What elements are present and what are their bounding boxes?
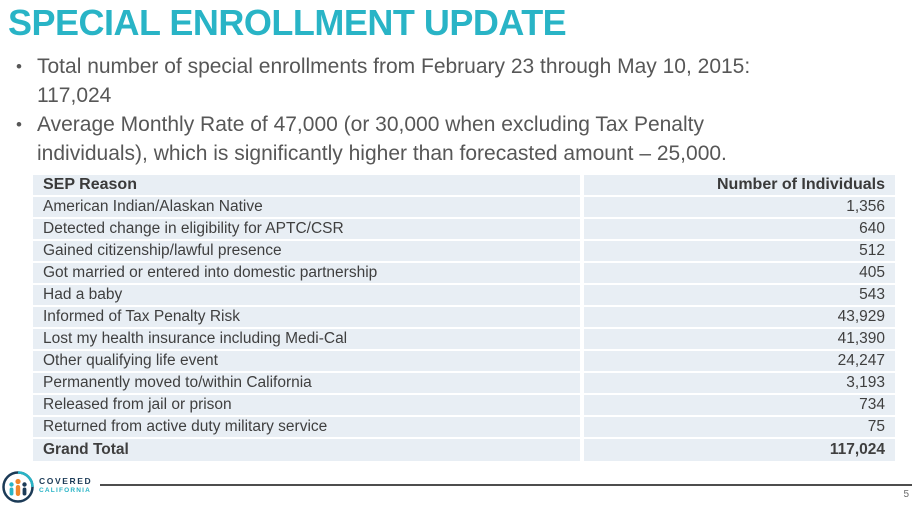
- table-row: Detected change in eligibility for APTC/…: [33, 219, 895, 242]
- individuals-cell: 43,929: [579, 307, 895, 330]
- sep-reason-table: SEP Reason Number of Individuals America…: [33, 175, 895, 462]
- sep-reason-cell: Other qualifying life event: [33, 351, 580, 374]
- header-number-of-individuals: Number of Individuals: [579, 175, 895, 198]
- table-row: Had a baby 543: [33, 285, 895, 308]
- table-row: Gained citizenship/lawful presence 512: [33, 241, 895, 264]
- table-row: Got married or entered into domestic par…: [33, 263, 895, 286]
- sep-reason-cell: Lost my health insurance including Medi-…: [33, 329, 580, 352]
- individuals-cell: 543: [579, 285, 895, 308]
- bullet-item-total-enrollments: Total number of special enrollments from…: [14, 52, 894, 110]
- grand-total-label: Grand Total: [33, 439, 580, 462]
- table-row: American Indian/Alaskan Native 1,356: [33, 197, 895, 220]
- bullet-item-average-monthly-rate: Average Monthly Rate of 47,000 (or 30,00…: [14, 110, 894, 168]
- covered-california-logo-text: COVERED CALIFORNIA: [39, 477, 92, 494]
- footer-divider: [100, 484, 912, 486]
- individuals-cell: 734: [579, 395, 895, 418]
- table-row: Informed of Tax Penalty Risk 43,929: [33, 307, 895, 330]
- sep-reason-cell: Detected change in eligibility for APTC/…: [33, 219, 580, 242]
- covered-california-logo: COVERED CALIFORNIA: [1, 470, 92, 509]
- individuals-cell: 640: [579, 219, 895, 242]
- grand-total-row: Grand Total 117,024: [33, 439, 895, 462]
- table-row: Returned from active duty military servi…: [33, 417, 895, 440]
- covered-california-logo-icon: [1, 470, 35, 509]
- table-row: Lost my health insurance including Medi-…: [33, 329, 895, 352]
- sep-reason-cell: Had a baby: [33, 285, 580, 308]
- individuals-cell: 75: [579, 417, 895, 440]
- page-number: 5: [903, 489, 909, 500]
- sep-reason-cell: American Indian/Alaskan Native: [33, 197, 580, 220]
- sep-reason-cell: Got married or entered into domestic par…: [33, 263, 580, 286]
- header-sep-reason: SEP Reason: [33, 175, 580, 198]
- individuals-cell: 24,247: [579, 351, 895, 374]
- sep-reason-cell: Permanently moved to/within California: [33, 373, 580, 396]
- table-row: Permanently moved to/within California 3…: [33, 373, 895, 396]
- table-row: Released from jail or prison 734: [33, 395, 895, 418]
- logo-california-label: CALIFORNIA: [39, 486, 92, 494]
- sep-reason-cell: Released from jail or prison: [33, 395, 580, 418]
- individuals-cell: 41,390: [579, 329, 895, 352]
- individuals-cell: 1,356: [579, 197, 895, 220]
- individuals-cell: 3,193: [579, 373, 895, 396]
- individuals-cell: 405: [579, 263, 895, 286]
- page-title: SPECIAL ENROLLMENT UPDATE: [8, 2, 567, 43]
- table-header-row: SEP Reason Number of Individuals: [33, 175, 895, 198]
- bullet-list: Total number of special enrollments from…: [14, 52, 894, 168]
- sep-reason-cell: Informed of Tax Penalty Risk: [33, 307, 580, 330]
- logo-covered-label: COVERED: [39, 476, 93, 486]
- table-row: Other qualifying life event 24,247: [33, 351, 895, 374]
- grand-total-value: 117,024: [579, 439, 895, 462]
- sep-reason-cell: Returned from active duty military servi…: [33, 417, 580, 440]
- sep-reason-cell: Gained citizenship/lawful presence: [33, 241, 580, 264]
- individuals-cell: 512: [579, 241, 895, 264]
